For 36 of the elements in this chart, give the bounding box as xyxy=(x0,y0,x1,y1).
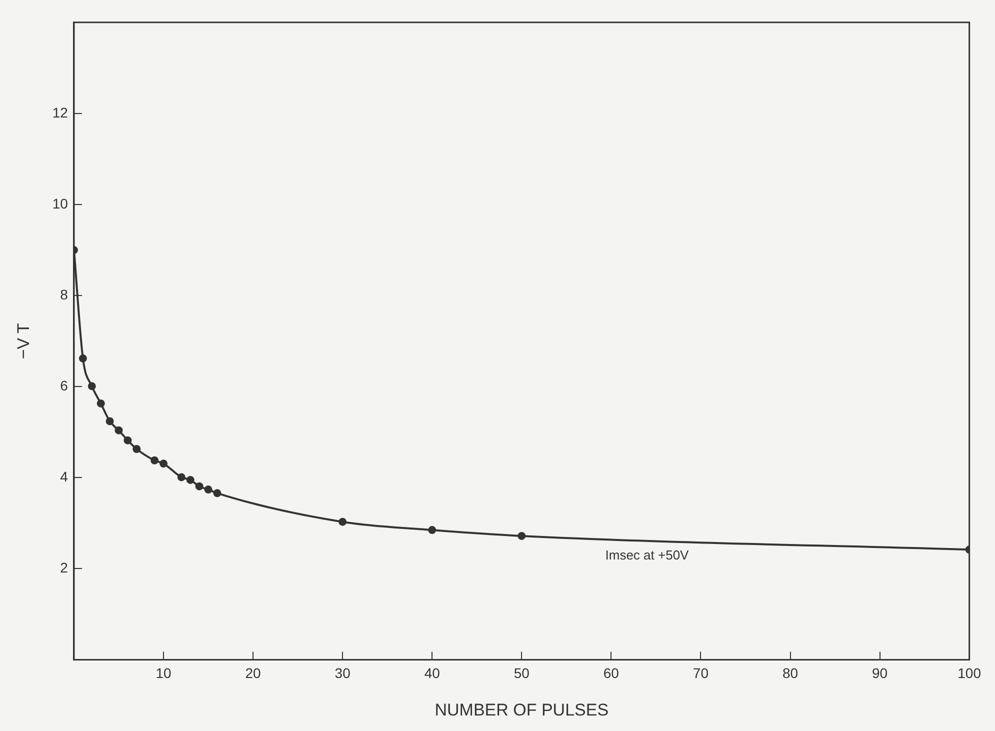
point xyxy=(213,489,222,498)
point xyxy=(96,399,105,408)
point xyxy=(78,354,87,362)
point xyxy=(338,518,347,526)
x-tick-label: 80 xyxy=(782,665,798,682)
annotation: Imsec at +50V xyxy=(605,547,690,562)
point xyxy=(160,460,168,468)
x-tick-label: 10 xyxy=(156,665,172,682)
x-tick-label: 100 xyxy=(958,665,982,682)
y-tick-label: 6 xyxy=(60,377,68,394)
point xyxy=(88,382,96,390)
y-tick-label: 2 xyxy=(60,560,68,576)
y-tick-label: 8 xyxy=(60,286,68,302)
point xyxy=(106,417,114,426)
x-tick-label: 40 xyxy=(424,665,440,682)
x-tick-label: 70 xyxy=(692,665,709,682)
x-tick-label: 60 xyxy=(603,665,620,682)
point xyxy=(150,456,159,464)
point xyxy=(177,473,186,482)
x-tick-label: 50 xyxy=(514,665,530,682)
point xyxy=(124,436,132,444)
x-tick-label: 20 xyxy=(245,665,262,682)
point xyxy=(204,486,212,494)
point xyxy=(518,532,526,540)
y-tick-label: 4 xyxy=(60,468,68,485)
point xyxy=(195,482,204,490)
point xyxy=(132,445,141,454)
y-tick-label: 12 xyxy=(52,104,68,120)
y-tick-label: 10 xyxy=(52,195,68,212)
point xyxy=(114,426,123,434)
x-tick-label: 90 xyxy=(872,665,888,682)
point xyxy=(428,526,436,534)
x-axis-title: NUMBER OF PULSES xyxy=(434,700,609,720)
y-axis-title: −V T xyxy=(14,323,33,360)
point xyxy=(186,476,194,484)
x-tick-label: 30 xyxy=(334,665,351,682)
